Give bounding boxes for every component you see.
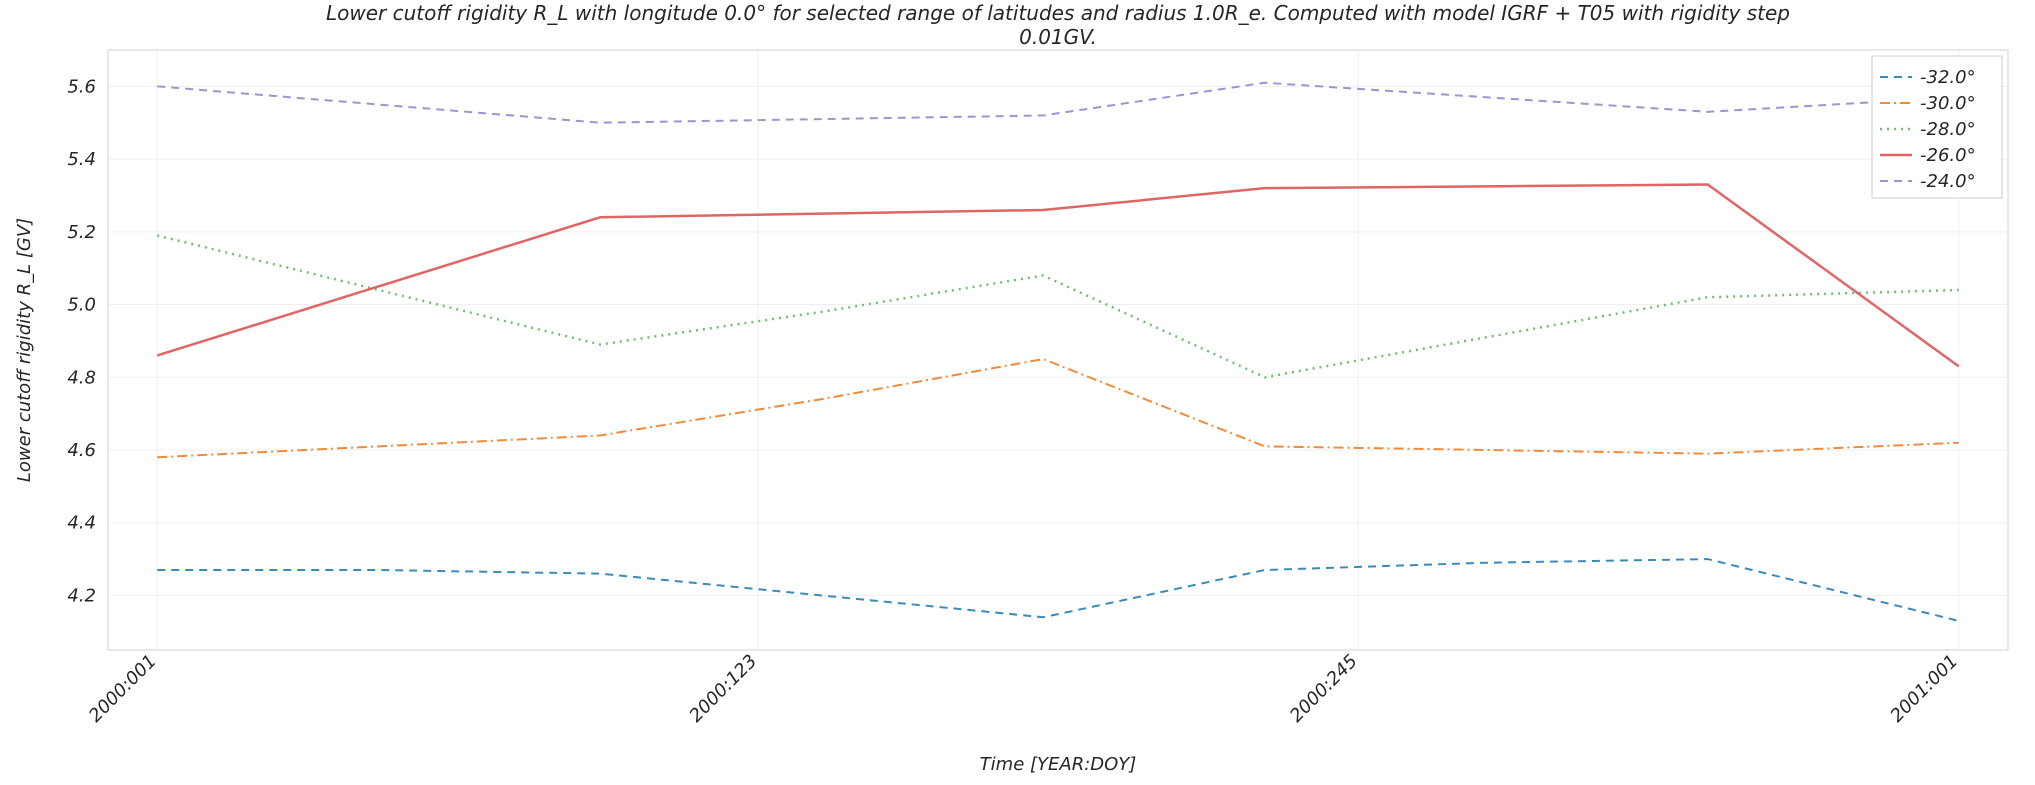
y-tick-label: 5.4 xyxy=(67,149,96,170)
y-tick-label: 5.2 xyxy=(67,222,96,243)
y-tick-label: 5.0 xyxy=(67,295,96,316)
chart-title-line1: Lower cutoff rigidity R_L with longitude… xyxy=(326,1,1790,25)
y-tick-label: 5.6 xyxy=(67,76,96,97)
plot-bg xyxy=(108,50,2008,650)
legend-label: -30.0° xyxy=(1920,93,1976,114)
y-axis-label: Lower cutoff rigidity R_L [GV] xyxy=(14,218,35,482)
chart-container: 4.24.44.64.85.05.25.45.62000:0012000:123… xyxy=(0,0,2035,785)
y-tick-label: 4.4 xyxy=(67,513,96,534)
legend-label: -26.0° xyxy=(1920,145,1976,166)
y-axis-label-group: Lower cutoff rigidity R_L [GV] xyxy=(14,218,35,482)
chart-svg: 4.24.44.64.85.05.25.45.62000:0012000:123… xyxy=(0,0,2035,785)
y-tick-label: 4.8 xyxy=(67,367,96,388)
y-tick-label: 4.6 xyxy=(67,440,96,461)
y-tick-label: 4.2 xyxy=(67,585,96,606)
legend-label: -32.0° xyxy=(1920,67,1976,88)
legend-label: -24.0° xyxy=(1920,171,1976,192)
chart-title-line2: 0.01GV. xyxy=(1019,25,1097,49)
x-axis-label: Time [YEAR:DOY] xyxy=(980,754,1137,775)
legend-label: -28.0° xyxy=(1920,119,1976,140)
